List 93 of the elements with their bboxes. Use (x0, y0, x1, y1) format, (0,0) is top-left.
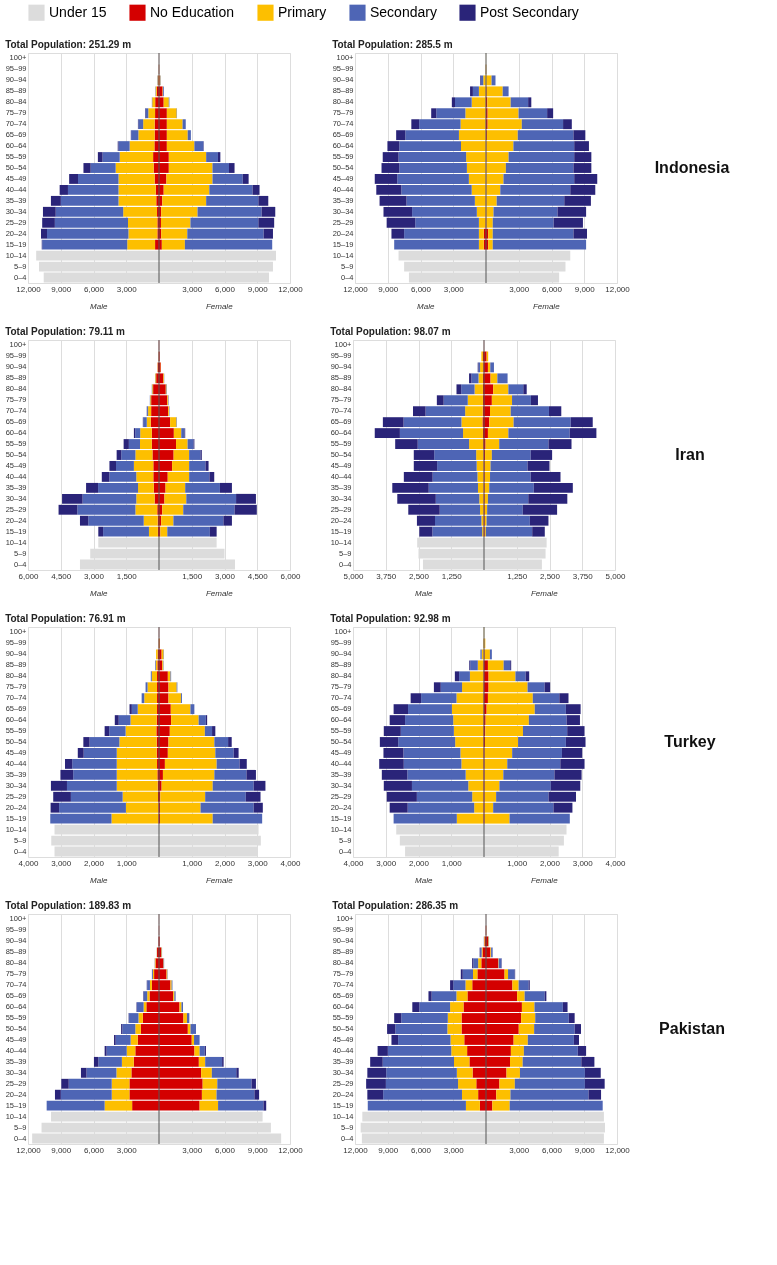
text: Male (90, 589, 108, 598)
x-tick-label: 6,000 (214, 284, 236, 294)
chart-title: Total Population: 286.35 m (332, 899, 459, 911)
x-tick-label: 5,000 (343, 571, 365, 581)
x-tick-label: 9,000 (378, 1145, 399, 1155)
legend-label: Under 15 (49, 3, 107, 20)
x-tick-label: 3,000 (247, 858, 269, 868)
chart-title: Total Population: 92.98 m (330, 612, 451, 624)
x-tick-label: 3,750 (572, 571, 594, 581)
x-tick-label: 1,000 (182, 858, 203, 868)
x-tick-label: 9,000 (378, 284, 399, 294)
x-tick-label: 3,000 (83, 571, 105, 581)
x-tick-label: 2,000 (408, 858, 430, 868)
legend-label: Post Secondary (480, 3, 579, 20)
x-tick-label: 1,250 (507, 571, 528, 581)
x-tick-label: 9,000 (247, 1145, 269, 1155)
x-tick-label: 4,000 (280, 858, 302, 868)
x-tick-label: 2,000 (539, 858, 561, 868)
text: Female (205, 589, 234, 598)
x-tick-label: 12,000 (278, 1145, 304, 1155)
x-tick-label: 6,000 (280, 571, 302, 581)
text: Female (532, 302, 561, 311)
x-tick-label: 9,000 (247, 284, 269, 294)
x-tick-label: 1,000 (507, 858, 528, 868)
x-tick-label: 12,000 (16, 284, 42, 294)
x-tick-label: 3,000 (51, 858, 72, 868)
text: Male (90, 302, 108, 311)
x-tick-label: 3,000 (182, 284, 203, 294)
x-tick-label: 1,000 (441, 858, 463, 868)
x-tick-label: 3,000 (182, 1145, 203, 1155)
text: Female (205, 302, 234, 311)
text: Indonesia (654, 159, 730, 176)
x-tick-label: 6,000 (18, 571, 40, 581)
text: Male (90, 876, 108, 885)
text: Male (415, 589, 433, 598)
text: Female (205, 876, 234, 885)
chart-title: Total Population: 251.29 m (5, 38, 132, 50)
x-tick-label: 2,000 (214, 858, 236, 868)
x-tick-label: 1,500 (182, 571, 203, 581)
text: Male (417, 302, 435, 311)
x-tick-label: 12,000 (343, 284, 369, 294)
x-tick-label: 3,000 (509, 1145, 530, 1155)
x-tick-label: 3,000 (214, 571, 236, 581)
chart-title: Total Population: 98.07 m (330, 325, 451, 337)
x-tick-label: 6,000 (541, 284, 563, 294)
x-tick-label: 3,000 (443, 284, 465, 294)
x-tick-label: 1,500 (116, 571, 138, 581)
x-tick-label: 3,000 (116, 1145, 138, 1155)
x-tick-label: 5,000 (605, 571, 627, 581)
text: Male (415, 876, 433, 885)
text: Pakistan (659, 1020, 725, 1037)
x-tick-label: 12,000 (16, 1145, 42, 1155)
x-tick-label: 2,500 (408, 571, 430, 581)
x-tick-label: 9,000 (574, 1145, 596, 1155)
x-tick-label: 1,250 (441, 571, 463, 581)
x-tick-label: 9,000 (51, 1145, 72, 1155)
x-tick-label: 12,000 (605, 284, 631, 294)
chart-title: Total Population: 76.91 m (5, 612, 126, 624)
x-tick-label: 12,000 (605, 1145, 631, 1155)
text: Iran (675, 446, 705, 463)
x-tick-label: 9,000 (51, 284, 72, 294)
x-tick-label: 3,000 (116, 284, 138, 294)
x-tick-label: 6,000 (541, 1145, 563, 1155)
x-tick-label: 3,000 (509, 284, 530, 294)
chart-title: Total Population: 189.83 m (5, 899, 132, 911)
x-tick-label: 4,500 (247, 571, 269, 581)
x-tick-label: 12,000 (278, 284, 304, 294)
x-tick-label: 6,000 (83, 1145, 105, 1155)
chart-title: Total Population: 285.5 m (332, 38, 453, 50)
x-tick-label: 4,000 (343, 858, 365, 868)
x-tick-label: 6,000 (410, 1145, 432, 1155)
x-tick-label: 9,000 (574, 284, 596, 294)
x-tick-label: 4,500 (51, 571, 72, 581)
x-tick-label: 6,000 (410, 284, 432, 294)
x-tick-label: 12,000 (343, 1145, 369, 1155)
text: Female (530, 589, 559, 598)
x-tick-label: 3,000 (443, 1145, 465, 1155)
legend-label: No Education (150, 3, 235, 20)
x-tick-label: 3,750 (376, 571, 397, 581)
x-tick-label: 1,000 (116, 858, 138, 868)
x-tick-label: 3,000 (376, 858, 397, 868)
text: Turkey (664, 733, 716, 750)
x-tick-label: 2,500 (539, 571, 561, 581)
x-tick-label: 6,000 (214, 1145, 236, 1155)
chart-title: Total Population: 79.11 m (5, 325, 126, 337)
text: Female (530, 876, 559, 885)
x-tick-label: 2,000 (83, 858, 105, 868)
legend-label: Secondary (370, 3, 437, 20)
x-tick-label: 4,000 (605, 858, 627, 868)
x-tick-label: 6,000 (83, 284, 105, 294)
x-tick-label: 3,000 (572, 858, 594, 868)
x-tick-label: 4,000 (18, 858, 40, 868)
legend-label: Primary (278, 3, 327, 20)
